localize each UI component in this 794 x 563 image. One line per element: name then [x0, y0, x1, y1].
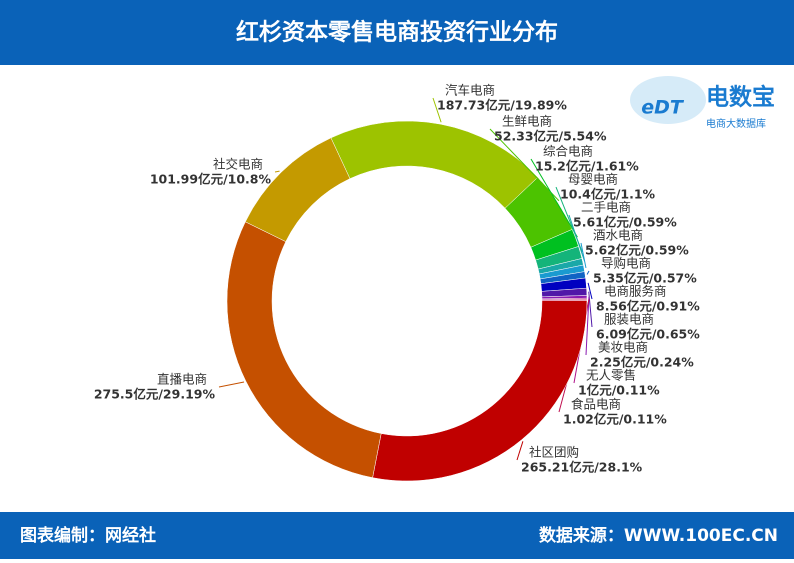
- slice-label: 二手电商: [581, 200, 631, 215]
- value-label: 1.02亿元/0.11%: [563, 412, 667, 427]
- slice-label: 综合电商: [543, 144, 593, 159]
- donut: 汽车电商187.73亿元/19.89%生鲜电商52.33亿元/5.54%综合电商…: [94, 83, 700, 482]
- leader-line: [585, 296, 590, 356]
- slice-label: 美妆电商: [598, 340, 648, 355]
- logo-name: 电数宝: [706, 84, 775, 111]
- slice: [226, 221, 382, 478]
- slice-label: 酒水电商: [593, 228, 643, 243]
- value-label: 1亿元/0.11%: [578, 383, 660, 398]
- slice-label: 直播电商: [157, 372, 207, 387]
- leader-line: [568, 214, 586, 262]
- logo-cloud: [630, 76, 706, 124]
- value-label: 10.4亿元/1.1%: [560, 187, 656, 202]
- value-label: 5.35亿元/0.57%: [593, 271, 697, 286]
- slice-label: 服装电商: [604, 312, 654, 327]
- leader-line: [489, 128, 560, 202]
- leader-line: [516, 441, 524, 461]
- footer-bar: [0, 512, 794, 559]
- leader-line: [586, 270, 590, 275]
- slice: [372, 300, 588, 482]
- leader-line: [587, 282, 593, 300]
- slice-label: 食品电商: [571, 397, 621, 412]
- value-label: 6.09亿元/0.65%: [596, 327, 700, 342]
- leader-line: [530, 158, 578, 238]
- slice-label: 电商服务商: [604, 284, 667, 299]
- logo-tagline: 电商大数据库: [706, 117, 766, 130]
- leader-line: [218, 381, 245, 388]
- logo-icon: eDT: [641, 97, 685, 119]
- value-label: 2.25亿元/0.24%: [590, 355, 694, 370]
- slice: [245, 137, 351, 242]
- slice-label: 社区团购: [529, 445, 579, 460]
- leader-line: [274, 170, 280, 173]
- footer-right: 数据来源：WWW.100EC.CN: [539, 525, 778, 546]
- slice-label: 母婴电商: [568, 172, 618, 187]
- footer-left: 图表编制：网经社: [20, 525, 156, 546]
- slice-label: 导购电商: [601, 256, 651, 271]
- value-label: 5.62亿元/0.59%: [585, 243, 689, 258]
- logo: eDT 电数宝 电商大数据库: [630, 76, 775, 130]
- chart-title: 红杉资本零售电商投资行业分布: [236, 19, 558, 46]
- value-label: 265.21亿元/28.1%: [521, 460, 643, 475]
- value-label: 275.5亿元/29.19%: [94, 387, 216, 402]
- leader-line: [580, 242, 587, 269]
- value-label: 187.73亿元/19.89%: [437, 98, 567, 113]
- value-label: 8.56亿元/0.91%: [596, 299, 700, 314]
- value-label: 15.2亿元/1.61%: [535, 159, 639, 174]
- slice-label: 无人零售: [586, 368, 636, 383]
- value-label: 52.33亿元/5.54%: [494, 129, 607, 144]
- header-bar: [0, 0, 794, 65]
- slice-label: 社交电商: [213, 157, 263, 172]
- slice-label: 汽车电商: [445, 83, 495, 98]
- slice-label: 生鲜电商: [502, 114, 552, 129]
- value-label: 5.61亿元/0.59%: [573, 215, 677, 230]
- leader-line: [432, 97, 442, 123]
- value-label: 101.99亿元/10.8%: [150, 172, 272, 187]
